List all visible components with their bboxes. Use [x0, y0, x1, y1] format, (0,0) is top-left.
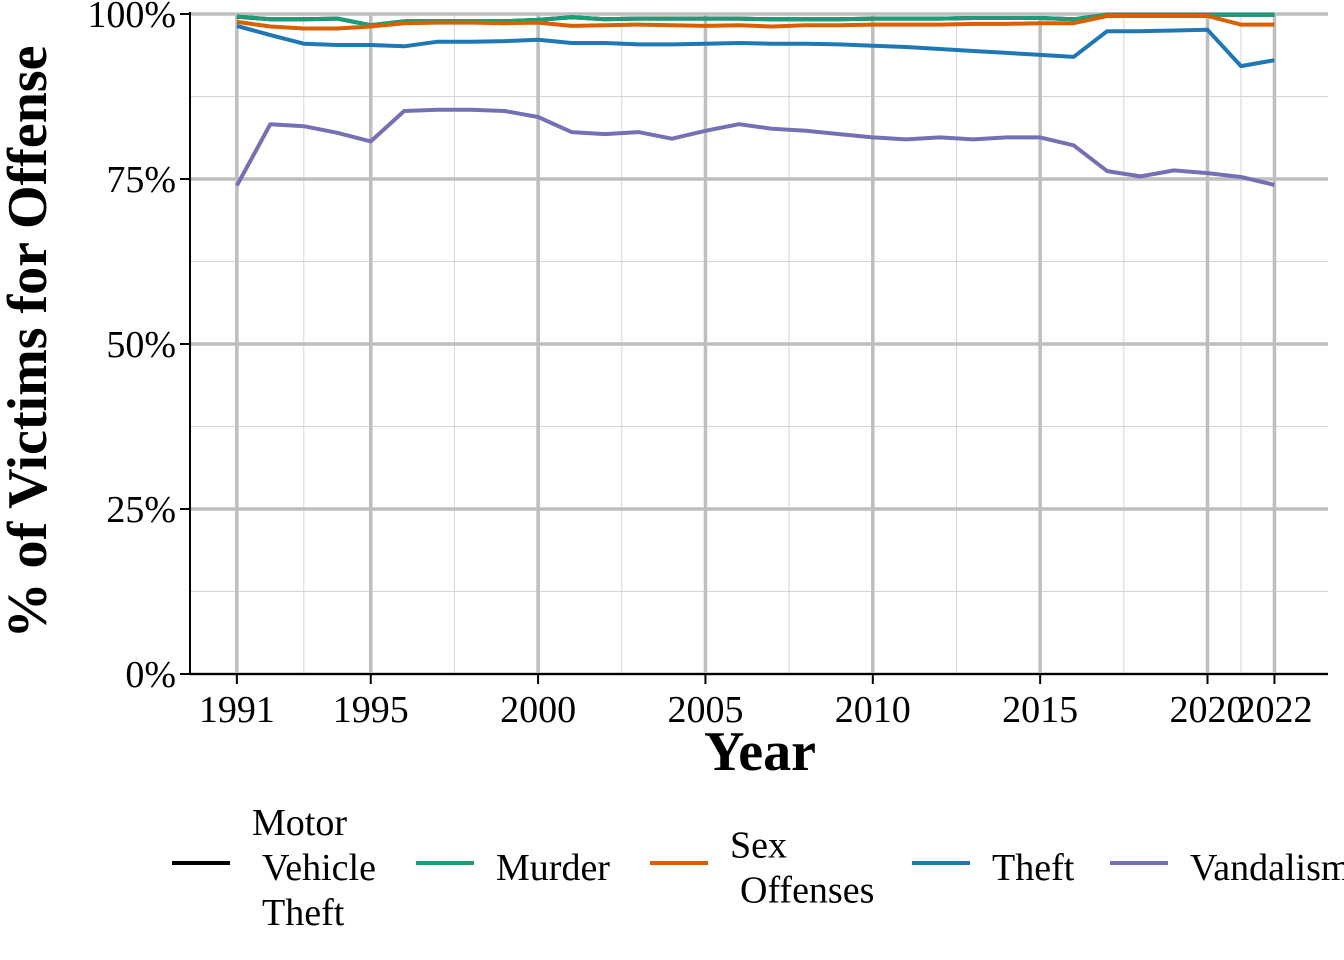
major-gridlines [190, 12, 1328, 676]
x-tick-label: 2000 [500, 689, 576, 731]
x-tick-label: 1991 [199, 689, 275, 731]
y-tick-label: 0% [125, 654, 176, 696]
x-axis-title: Year [704, 721, 816, 783]
series-line-sex-offenses [236, 14, 1275, 31]
legend-label: Vehicle [262, 847, 376, 889]
x-tick-label: 2015 [1002, 689, 1078, 731]
y-tick-label: 100% [87, 0, 176, 36]
legend-label: Theft [992, 847, 1075, 889]
x-tick-label: 2022 [1236, 689, 1312, 731]
x-tick-label: 2010 [835, 689, 911, 731]
legend-label: Vandalism [1190, 847, 1344, 889]
series-lines [235, 12, 1275, 187]
series-line-theft [236, 23, 1275, 69]
series-line-vandalism [235, 107, 1275, 187]
legend-label: Theft [262, 892, 345, 934]
y-tick-label: 75% [106, 159, 176, 201]
legend-label: Murder [496, 847, 610, 889]
y-tick-label: 25% [106, 489, 176, 531]
y-tick-label: 50% [106, 324, 176, 366]
legend-label: Offenses [740, 870, 874, 912]
x-tick-label: 2005 [667, 689, 743, 731]
x-tick-label: 2020 [1170, 689, 1246, 731]
legend-label: Motor [252, 802, 347, 844]
legend-label: Sex [730, 825, 787, 867]
x-tick-label: 1995 [333, 689, 409, 731]
axes [180, 12, 1328, 684]
y-axis-title: % of Victims for Offense [0, 45, 59, 638]
